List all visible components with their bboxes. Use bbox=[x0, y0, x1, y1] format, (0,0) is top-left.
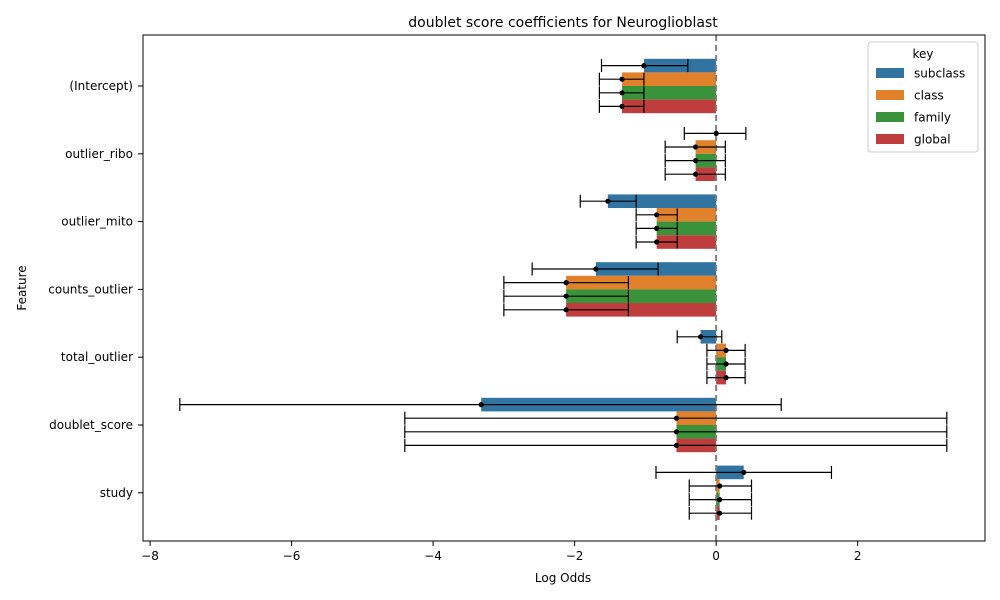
y-tick-label-study: study bbox=[100, 486, 133, 500]
x-axis: −8 −6 −4 −2 0 2 bbox=[141, 541, 861, 563]
point-class-study bbox=[717, 483, 723, 489]
point-class-outlier_ribo bbox=[693, 144, 699, 150]
x-tick-label--6: −6 bbox=[283, 549, 301, 563]
point-family-total_outlier bbox=[723, 361, 729, 367]
bar-class-outlier_mito bbox=[656, 208, 717, 222]
y-axis: (Intercept) outlier_ribo outlier_mitocount… bbox=[48, 79, 143, 500]
plot-area bbox=[179, 35, 948, 541]
point-global-study bbox=[717, 510, 723, 516]
bar-class-(Intercept) bbox=[622, 72, 717, 86]
point-subclass-outlier_mito bbox=[605, 198, 611, 204]
x-tick-label-2: 2 bbox=[854, 549, 862, 563]
legend-swatch-global bbox=[876, 134, 904, 144]
point-global-doublet_score bbox=[673, 442, 680, 448]
bar-global-(Intercept) bbox=[622, 99, 717, 114]
legend-label-global: global bbox=[914, 133, 951, 147]
x-axis-label: Log Odds bbox=[535, 571, 591, 585]
legend: key subclass class family global bbox=[867, 41, 979, 153]
y-axis-label: Feature bbox=[15, 265, 29, 310]
legend-label-class: class bbox=[914, 89, 944, 103]
bar-class-counts_outlier bbox=[566, 275, 717, 290]
x-tick-label--2: −2 bbox=[566, 549, 584, 563]
y-tick-label-counts_outlier: counts_outlier bbox=[48, 282, 133, 296]
legend-label-family: family bbox=[914, 111, 951, 125]
y-tick-label-outlier_mito: outlier_mito bbox=[61, 215, 133, 229]
point-class-outlier_mito bbox=[654, 212, 660, 218]
legend-label-subclass: subclass bbox=[914, 67, 965, 81]
plot-frame bbox=[142, 34, 986, 542]
x-tick-label--8: −8 bbox=[141, 549, 159, 563]
point-family-study bbox=[717, 497, 723, 503]
bar-family-(Intercept) bbox=[622, 86, 717, 100]
point-subclass-counts_outlier bbox=[593, 266, 599, 272]
y-tick-label-doublet_score: doublet_score bbox=[49, 418, 133, 432]
point-class-doublet_score bbox=[673, 415, 680, 421]
legend-items: subclass class family global bbox=[876, 67, 965, 147]
x-tick-label-0: 0 bbox=[712, 549, 720, 563]
point-global-counts_outlier bbox=[563, 307, 569, 313]
point-subclass-(Intercept) bbox=[641, 63, 647, 69]
y-tick-label-outlier_ribo: outlier_ribo bbox=[65, 147, 133, 161]
legend-title: key bbox=[912, 47, 933, 61]
point-family-outlier_ribo bbox=[693, 158, 699, 164]
bar-family-counts_outlier bbox=[566, 289, 717, 303]
point-class-counts_outlier bbox=[563, 280, 569, 286]
bar-global-counts_outlier bbox=[566, 303, 717, 317]
chart-title: doublet score coefficients for Neuroglio… bbox=[408, 15, 718, 31]
bar-family-outlier_mito bbox=[656, 221, 717, 236]
point-global-outlier_mito bbox=[654, 239, 660, 245]
point-subclass-outlier_ribo bbox=[713, 130, 719, 136]
x-tick-label--4: −4 bbox=[424, 549, 442, 563]
bar-subclass-outlier_mito bbox=[607, 194, 717, 208]
point-global-total_outlier bbox=[723, 375, 729, 381]
legend-swatch-class bbox=[876, 90, 904, 100]
point-family-(Intercept) bbox=[619, 90, 625, 96]
point-global-(Intercept) bbox=[619, 103, 625, 109]
y-tick-label-total_outlier: total_outlier bbox=[61, 350, 133, 364]
point-subclass-study bbox=[741, 469, 747, 475]
legend-swatch-subclass bbox=[876, 68, 904, 78]
point-family-outlier_mito bbox=[654, 225, 660, 231]
point-class-total_outlier bbox=[723, 347, 729, 353]
point-global-outlier_ribo bbox=[693, 171, 699, 177]
legend-swatch-family bbox=[876, 112, 904, 122]
bar-global-outlier_mito bbox=[656, 235, 717, 249]
point-family-counts_outlier bbox=[563, 293, 569, 299]
point-subclass-doublet_score bbox=[478, 402, 484, 408]
point-class-(Intercept) bbox=[619, 76, 625, 82]
y-tick-label-(Intercept): (Intercept) bbox=[69, 79, 133, 93]
point-family-doublet_score bbox=[673, 429, 680, 435]
point-subclass-total_outlier bbox=[697, 334, 704, 340]
